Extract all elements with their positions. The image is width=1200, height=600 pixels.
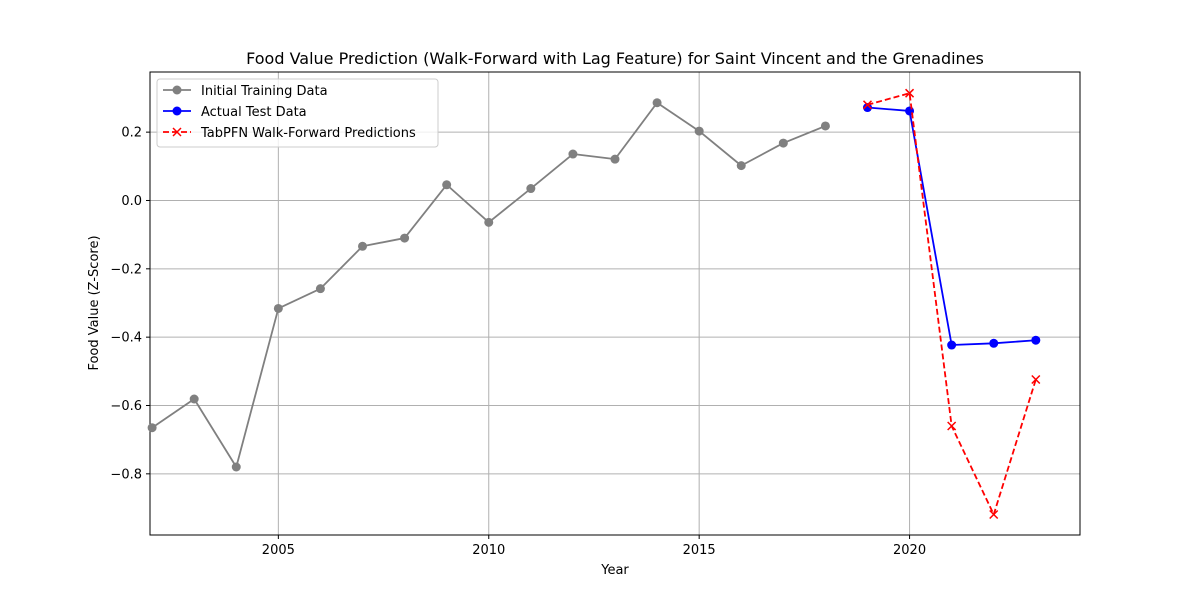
y-axis-label: Food Value (Z-Score) (87, 235, 102, 370)
legend: Initial Training Data Actual Test Data T… (156, 78, 439, 148)
data-point (989, 338, 999, 348)
data-point (905, 88, 915, 98)
legend-key-marker (172, 127, 182, 137)
plot-frame (149, 71, 1081, 536)
data-point (1031, 374, 1041, 385)
x-tick-label: 2015 (683, 543, 716, 558)
data-point (820, 121, 830, 131)
series-layer (147, 88, 1041, 520)
data-point (652, 98, 662, 108)
x-tick-label: 2020 (893, 543, 926, 558)
x-axis-label: Year (600, 563, 629, 578)
grid (150, 72, 1080, 535)
tick-layer: 2005 2010 2015 2020 −0.8 −0.6 −0.4 −0.2 0.0 0.2 (110, 126, 926, 558)
data-point (315, 284, 325, 294)
data-point (610, 154, 620, 164)
data-point (778, 138, 788, 148)
series-0 (147, 98, 830, 472)
data-point (189, 394, 199, 404)
data-point (694, 126, 704, 136)
y-tick-label: −0.8 (110, 467, 142, 482)
legend-label-actual: Actual Test Data (201, 105, 307, 120)
y-tick-label: −0.6 (110, 399, 142, 414)
data-point (947, 421, 957, 431)
legend-keys (163, 85, 191, 137)
legend-key-marker (172, 85, 182, 95)
data-point (526, 184, 536, 194)
data-point (989, 509, 999, 520)
x-tick-label: 2005 (262, 543, 295, 558)
data-point (736, 161, 746, 171)
data-point (442, 180, 452, 190)
data-point (273, 303, 283, 313)
data-point (1031, 335, 1041, 345)
data-point (358, 241, 368, 251)
x-tick-label: 2010 (472, 543, 505, 558)
y-tick-label: 0.2 (121, 126, 142, 141)
legend-key-marker (172, 106, 182, 116)
legend-frame (156, 78, 439, 148)
y-tick-label: 0.0 (121, 194, 142, 209)
data-point (231, 462, 241, 472)
y-tick-label: −0.2 (110, 262, 142, 277)
data-point (147, 423, 157, 433)
data-point (947, 340, 957, 350)
series-1 (862, 103, 1041, 350)
y-tick-label: −0.4 (110, 331, 142, 346)
data-point (400, 233, 410, 243)
legend-label-predictions: TabPFN Walk-Forward Predictions (200, 126, 416, 141)
chart-title: Food Value Prediction (Walk-Forward with… (246, 49, 984, 68)
data-point (568, 149, 578, 159)
legend-label-training: Initial Training Data (201, 84, 328, 99)
series-2 (862, 88, 1041, 520)
data-point (862, 103, 872, 113)
data-point (862, 100, 873, 110)
data-point (484, 217, 494, 227)
